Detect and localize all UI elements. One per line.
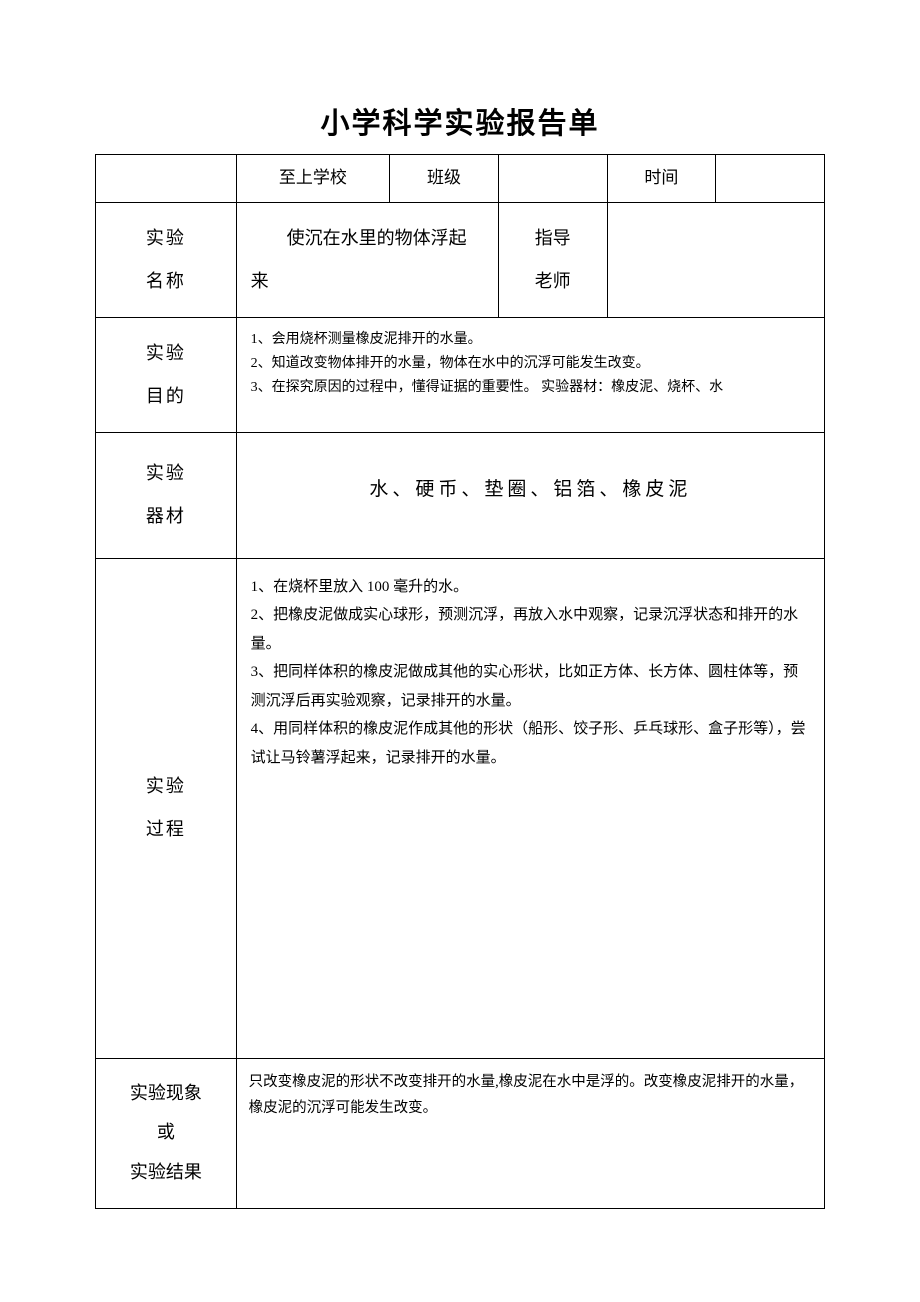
process-content: 1、在烧杯里放入 100 毫升的水。2、把橡皮泥做成实心球形，预测沉浮，再放入水… <box>236 558 824 1058</box>
materials-label: 实验器材 <box>96 433 237 558</box>
header-blank <box>96 155 237 203</box>
school-cell: 至上学校 <box>236 155 389 203</box>
materials-content: 水、硬币、垫圈、铝箔、橡皮泥 <box>236 433 824 558</box>
time-value <box>716 155 825 203</box>
result-content: 只改变橡皮泥的形状不改变排开的水量,橡皮泥在水中是浮的。改变橡皮泥排开的水量，橡… <box>236 1058 824 1208</box>
materials-row: 实验器材 水、硬币、垫圈、铝箔、橡皮泥 <box>96 433 825 558</box>
teacher-label: 指导老师 <box>498 202 607 317</box>
name-content: 使沉在水里的物体浮起来 <box>236 202 498 317</box>
name-label: 实验名称 <box>96 202 237 317</box>
class-label: 班级 <box>390 155 499 203</box>
purpose-row: 实验目的 1、会用烧杯测量橡皮泥排开的水量。2、知道改变物体排开的水量，物体在水… <box>96 317 825 432</box>
teacher-value <box>607 202 824 317</box>
time-label: 时间 <box>607 155 716 203</box>
purpose-content: 1、会用烧杯测量橡皮泥排开的水量。2、知道改变物体排开的水量，物体在水中的沉浮可… <box>236 317 824 432</box>
process-label: 实验过程 <box>96 558 237 1058</box>
class-value <box>498 155 607 203</box>
result-row: 实验现象或实验结果 只改变橡皮泥的形状不改变排开的水量,橡皮泥在水中是浮的。改变… <box>96 1058 825 1208</box>
process-row: 实验过程 1、在烧杯里放入 100 毫升的水。2、把橡皮泥做成实心球形，预测沉浮… <box>96 558 825 1058</box>
document-title: 小学科学实验报告单 <box>95 100 825 142</box>
report-table: 至上学校 班级 时间 实验名称 使沉在水里的物体浮起来 指导老师 实验目的 1、… <box>95 154 825 1209</box>
name-row: 实验名称 使沉在水里的物体浮起来 指导老师 <box>96 202 825 317</box>
header-row: 至上学校 班级 时间 <box>96 155 825 203</box>
purpose-label: 实验目的 <box>96 317 237 432</box>
result-label: 实验现象或实验结果 <box>96 1058 237 1208</box>
